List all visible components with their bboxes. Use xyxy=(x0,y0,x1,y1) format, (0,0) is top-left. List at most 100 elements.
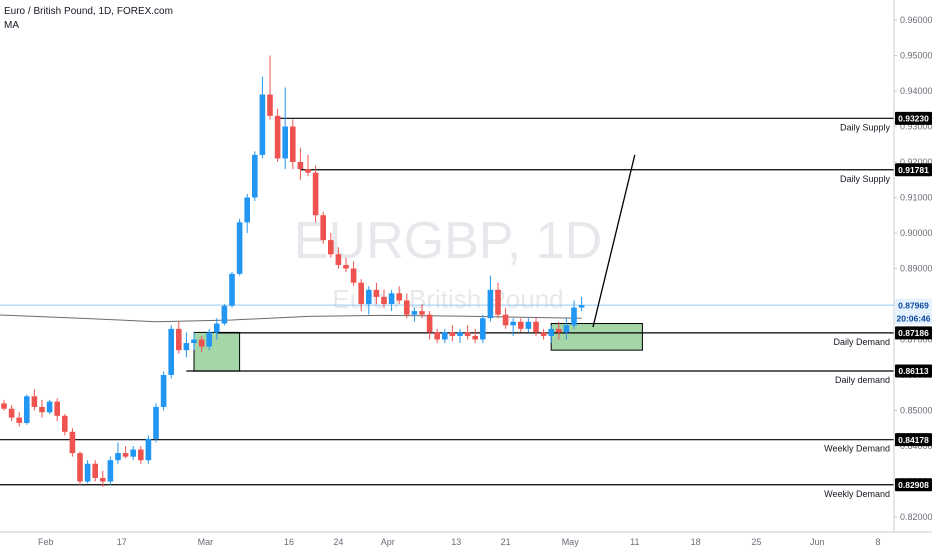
candle-body-27 xyxy=(206,332,212,347)
candle-body-36 xyxy=(274,115,281,159)
level-price-tag-2: 0.91781 xyxy=(898,165,929,175)
indicator-legend-ma: MA xyxy=(4,20,19,31)
candle-body-34 xyxy=(259,94,266,155)
x-tick-label-8: May xyxy=(562,537,580,547)
level-price-tag-3-bg xyxy=(895,326,932,340)
x-tick-label-7: 21 xyxy=(501,537,511,547)
candle-body-28 xyxy=(214,323,220,333)
x-tick-label-3: 16 xyxy=(284,537,294,547)
level-label-2: Daily Supply xyxy=(840,174,891,184)
watermark-symbol: EURGBP, 1D xyxy=(294,212,602,270)
y-tick-label-12: 0.94000 xyxy=(900,86,932,96)
candle-body-14 xyxy=(107,460,114,482)
candle-body-52 xyxy=(396,293,402,301)
level-price-tag-5-bg xyxy=(895,433,932,447)
y-tick-label-8: 0.90000 xyxy=(900,228,932,238)
x-tick-label-10: 18 xyxy=(691,537,701,547)
candle-body-18 xyxy=(138,449,144,461)
candle-body-9 xyxy=(69,431,76,454)
level-price-tag-6-bg xyxy=(895,478,932,492)
level-label-3: Daily Demand xyxy=(833,337,890,347)
current-price-tag: 0.87969 xyxy=(898,300,929,310)
candle-body-73 xyxy=(556,328,562,333)
y-tick-label-13: 0.95000 xyxy=(900,51,932,61)
candle-body-76 xyxy=(578,305,585,308)
candle-body-55 xyxy=(419,311,425,315)
candle-body-42 xyxy=(320,215,326,241)
countdown-tag-bg xyxy=(895,311,932,325)
countdown-tag: 20:06:46 xyxy=(896,313,930,323)
candle-body-66 xyxy=(502,314,509,326)
candle-body-39 xyxy=(297,162,304,170)
level-label-4: Daily demand xyxy=(835,375,890,385)
x-tick-label-0: Feb xyxy=(38,537,54,547)
level-price-tag-3: 0.87186 xyxy=(898,328,929,338)
candle-body-17 xyxy=(130,449,136,457)
candle-body-44 xyxy=(335,254,342,265)
level-label-6: Weekly Demand xyxy=(824,489,890,499)
candle-body-65 xyxy=(495,289,501,315)
candle-body-53 xyxy=(404,300,410,315)
candle-body-6 xyxy=(46,401,53,413)
candle-body-71 xyxy=(540,332,547,336)
candle-body-69 xyxy=(525,321,532,329)
x-tick-label-1: 17 xyxy=(117,537,127,547)
candle-body-75 xyxy=(571,307,577,326)
candle-body-10 xyxy=(77,453,83,482)
candle-body-7 xyxy=(54,401,60,416)
candle-body-68 xyxy=(518,321,524,329)
x-tick-label-6: 13 xyxy=(451,537,461,547)
candle-body-63 xyxy=(480,318,486,340)
candle-body-26 xyxy=(198,339,205,347)
y-tick-label-9: 0.91000 xyxy=(900,193,932,203)
ma-line xyxy=(0,314,582,323)
candle-body-64 xyxy=(487,289,494,319)
candle-body-47 xyxy=(358,282,364,304)
candle-body-58 xyxy=(442,332,448,340)
level-price-tag-2-bg xyxy=(895,163,932,177)
candle-body-45 xyxy=(343,264,349,269)
candle-body-30 xyxy=(229,273,235,306)
x-tick-label-12: Jun xyxy=(810,537,825,547)
candle-body-70 xyxy=(533,321,539,333)
candle-body-19 xyxy=(145,438,152,461)
candle-body-24 xyxy=(183,343,190,351)
level-price-tag-6: 0.82908 xyxy=(898,480,929,490)
candle-body-51 xyxy=(388,293,395,304)
candle-body-67 xyxy=(510,321,516,326)
y-tick-label-0: 0.82000 xyxy=(900,512,932,522)
x-tick-label-13: 8 xyxy=(875,537,880,547)
y-tick-label-5: 0.87000 xyxy=(900,335,932,345)
candle-body-46 xyxy=(350,268,357,283)
candle-body-15 xyxy=(115,453,121,461)
x-tick-label-9: 11 xyxy=(630,537,639,547)
candle-body-37 xyxy=(282,126,288,159)
level-price-tag-1: 0.93230 xyxy=(898,114,929,124)
candle-body-12 xyxy=(92,463,98,478)
candle-body-35 xyxy=(267,94,273,116)
chart-title: Euro / British Pound, 1D, FOREX.com xyxy=(4,6,173,17)
current-price-tag-bg xyxy=(895,298,932,312)
y-tick-label-7: 0.89000 xyxy=(900,264,932,274)
level-price-tag-4: 0.86113 xyxy=(898,366,929,376)
candle-body-22 xyxy=(168,328,174,375)
candle-body-43 xyxy=(328,240,334,255)
y-tick-label-14: 0.96000 xyxy=(900,15,932,25)
candle-body-11 xyxy=(84,463,91,482)
candle-body-13 xyxy=(100,477,106,482)
candle-body-40 xyxy=(305,169,311,173)
y-tick-label-10: 0.92000 xyxy=(900,157,932,167)
candle-body-62 xyxy=(472,335,478,340)
level-label-5: Weekly Demand xyxy=(824,444,890,454)
candle-body-25 xyxy=(191,339,197,344)
candle-body-48 xyxy=(366,289,372,304)
candle-body-8 xyxy=(62,415,68,432)
candle-body-3 xyxy=(24,396,30,423)
x-tick-label-5: Apr xyxy=(381,537,395,547)
candle-body-2 xyxy=(16,417,22,423)
candle-body-31 xyxy=(236,222,243,274)
candle-body-5 xyxy=(39,406,45,413)
candle-body-33 xyxy=(252,154,258,198)
candle-body-20 xyxy=(153,406,159,439)
